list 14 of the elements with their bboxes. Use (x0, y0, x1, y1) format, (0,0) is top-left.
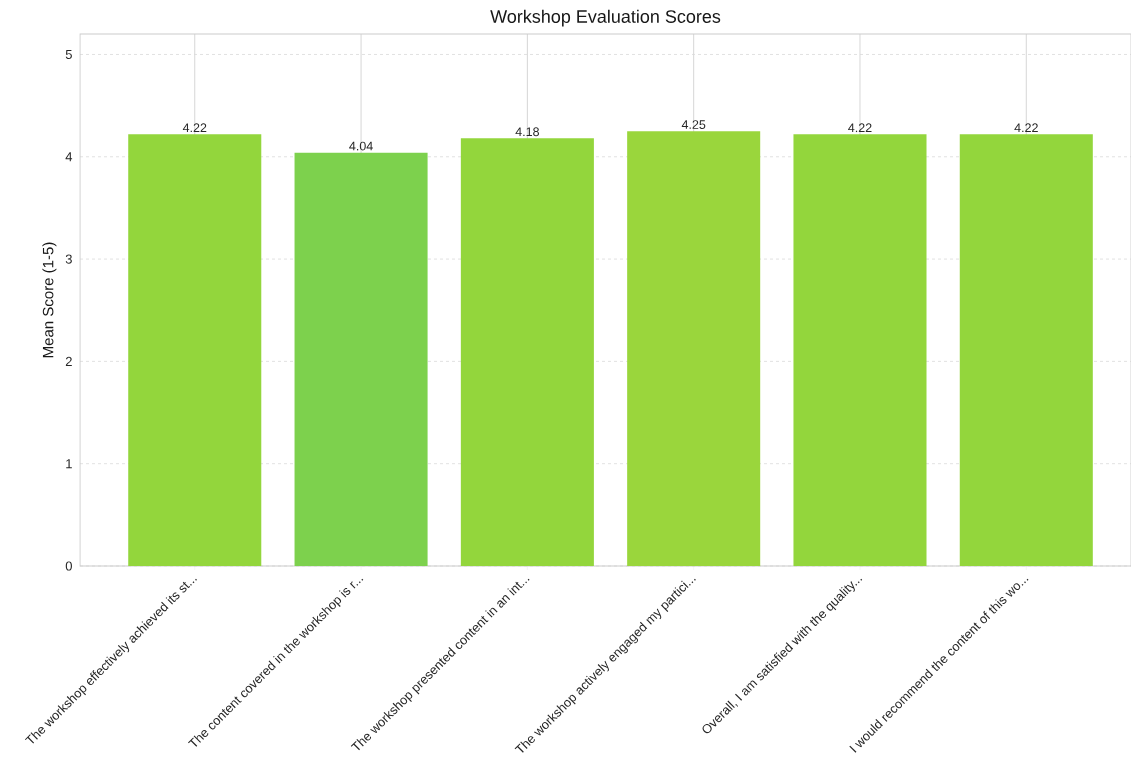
y-tick-label: 0 (65, 561, 72, 571)
chart-title: Workshop Evaluation Scores (490, 9, 721, 27)
data-label: 4.25 (681, 120, 706, 129)
y-tick-label: 2 (65, 356, 72, 366)
data-label: 4.22 (182, 123, 207, 133)
data-label: 4.18 (515, 127, 539, 137)
y-tick-label: 3 (65, 254, 72, 264)
y-axis-title: Mean Score (1-5) (42, 242, 57, 358)
y-tick-label: 4 (65, 152, 73, 162)
data-label: 4.22 (1014, 123, 1038, 133)
y-tick-label: 5 (65, 49, 72, 59)
data-label: 4.22 (848, 123, 872, 133)
data-label: 4.04 (349, 141, 373, 151)
y-tick-label: 1 (66, 459, 72, 469)
